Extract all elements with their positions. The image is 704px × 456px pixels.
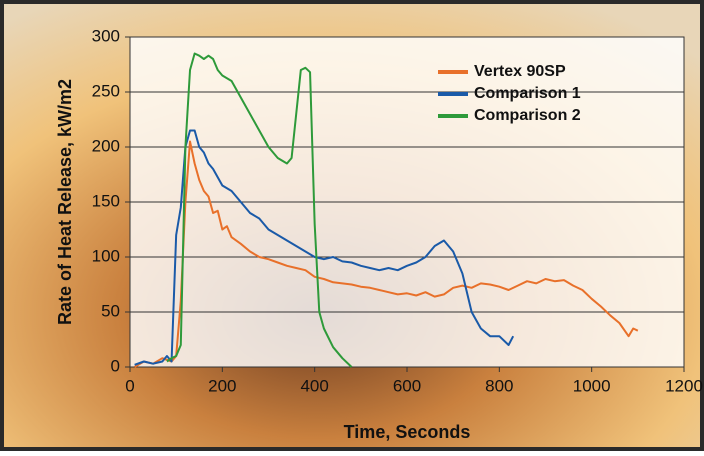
x-tick-label: 1200 bbox=[665, 376, 703, 395]
series-line bbox=[166, 52, 353, 368]
x-tick-label: 1000 bbox=[573, 376, 611, 395]
legend-label: Vertex 90SP bbox=[474, 63, 566, 80]
x-tick-label: 800 bbox=[485, 376, 513, 395]
y-axis-title: Rate of Heat Release, kW/m2 bbox=[55, 79, 75, 325]
series-line bbox=[134, 140, 639, 368]
legend-label: Comparison 2 bbox=[474, 107, 581, 124]
legend-label: Comparison 1 bbox=[474, 85, 581, 102]
y-tick-label: 250 bbox=[92, 81, 120, 100]
y-tick-label: 50 bbox=[101, 301, 120, 320]
x-tick-label: 0 bbox=[125, 376, 134, 395]
x-tick-label: 400 bbox=[300, 376, 328, 395]
y-tick-label: 0 bbox=[111, 356, 120, 375]
y-tick-label: 200 bbox=[92, 136, 120, 155]
x-tick-label: 200 bbox=[208, 376, 236, 395]
x-axis-title: Time, Seconds bbox=[344, 422, 471, 442]
y-tick-label: 300 bbox=[92, 26, 120, 45]
y-tick-label: 100 bbox=[92, 246, 120, 265]
plot-border bbox=[129, 36, 685, 368]
x-tick-label: 600 bbox=[393, 376, 421, 395]
y-tick-label: 150 bbox=[92, 191, 120, 210]
